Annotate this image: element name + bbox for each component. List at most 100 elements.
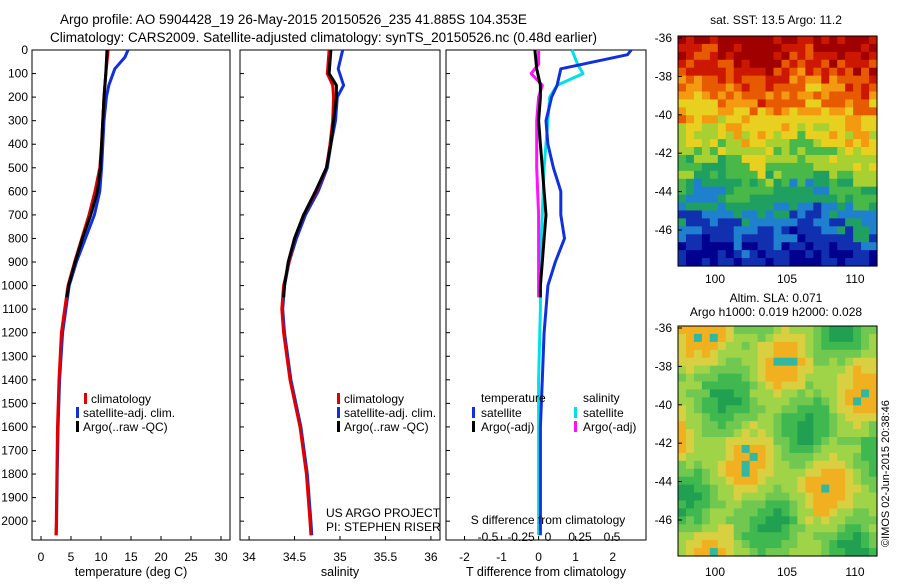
- sst-cell: [757, 131, 767, 140]
- sst-cell: [829, 162, 838, 172]
- sst-cell: [821, 162, 830, 172]
- sla-cell: [741, 429, 751, 438]
- sst-cell: [813, 258, 822, 267]
- argo-profile-line: [65, 49, 109, 298]
- sla-cell: [853, 349, 862, 359]
- sst-cell: [725, 91, 735, 101]
- sla-cell: [733, 468, 743, 478]
- sst-cell: [693, 194, 703, 204]
- sla-cell: [725, 397, 735, 406]
- sst-cell: [749, 210, 759, 220]
- sla-cell: [693, 500, 703, 510]
- sla-cell: [678, 341, 687, 351]
- sla-cell: [701, 341, 711, 351]
- sst-cell: [861, 210, 870, 220]
- sla-cell: [717, 548, 727, 557]
- sla-cell: [678, 333, 687, 343]
- sst-cell: [797, 115, 806, 124]
- sst-cell: [765, 67, 775, 77]
- sst-cell: [685, 194, 695, 204]
- s_argo-profile-line: [529, 50, 544, 298]
- sla-cell: [861, 413, 870, 422]
- sla-cell: [821, 405, 830, 414]
- sla-cell: [725, 357, 735, 367]
- salinity-legend: climatology satellite-adj. clim. Argo(..…: [337, 392, 436, 434]
- sst-cell: [693, 162, 703, 172]
- sst-cell: [717, 59, 727, 69]
- sst-cell: [693, 170, 703, 180]
- s-diff-tick-label: -0.25: [507, 530, 535, 544]
- sst-cell: [733, 258, 743, 267]
- sst-cell: [733, 115, 743, 124]
- sla-cell: [781, 484, 791, 494]
- sst-cell: [789, 218, 798, 227]
- sst-cell: [805, 67, 814, 77]
- sst-cell: [685, 226, 695, 235]
- sst-cell: [678, 258, 687, 267]
- argo-profile-line: [282, 49, 338, 298]
- sla-cell: [829, 548, 838, 557]
- sst-cell: [709, 202, 719, 212]
- sla-cell: [701, 429, 711, 438]
- sst-cell: [813, 154, 822, 164]
- sla-cell: [853, 540, 862, 549]
- sla-cell: [685, 357, 695, 367]
- sst-cell: [797, 67, 806, 77]
- sla-cell: [749, 500, 759, 510]
- sst-cell: [821, 178, 830, 188]
- sla-cell: [757, 548, 767, 557]
- sla-cell: [813, 516, 822, 525]
- sla-cell: [765, 548, 775, 557]
- sst-cell: [757, 91, 767, 101]
- sla-cell: [789, 492, 798, 502]
- sla-cell: [869, 468, 878, 478]
- sla-cell: [805, 349, 814, 359]
- sst-cell: [765, 226, 775, 235]
- sst-cell: [717, 131, 727, 140]
- sla-cell: [733, 389, 743, 398]
- sla-cell: [693, 532, 703, 541]
- sst-cell: [733, 99, 743, 108]
- sla-cell: [701, 421, 711, 430]
- sst-cell: [805, 154, 814, 164]
- sst-cell: [797, 139, 806, 148]
- sla-cell: [709, 524, 719, 533]
- sst-cell: [678, 210, 687, 220]
- sst-cell: [861, 258, 870, 267]
- sst-cell: [781, 147, 791, 156]
- sla-cell: [749, 333, 759, 343]
- sla-cell: [845, 413, 854, 422]
- sst-cell: [693, 67, 703, 77]
- sst-cell: [813, 83, 822, 93]
- sla-cell: [685, 341, 695, 351]
- sst-cell: [733, 178, 743, 188]
- sst-cell: [749, 115, 759, 124]
- sst-cell: [678, 242, 687, 251]
- sst-cell: [869, 258, 878, 267]
- sst-cell: [861, 147, 870, 156]
- sla-cell: [773, 444, 783, 454]
- sla-cell: [693, 540, 703, 549]
- sla-cell: [725, 524, 735, 533]
- sla-cell: [781, 492, 791, 502]
- legend-label-s-argo: Argo(-adj): [583, 420, 636, 434]
- sla-cell: [829, 413, 838, 422]
- sst-cell: [781, 202, 791, 212]
- sst-cell: [693, 131, 703, 140]
- sst-cell: [733, 107, 743, 116]
- sst-cell: [773, 59, 783, 69]
- sst-cell: [765, 123, 775, 132]
- sla-cell: [805, 476, 814, 486]
- sla-cell: [765, 492, 775, 502]
- sst-cell: [765, 186, 775, 196]
- sla-cell: [678, 429, 687, 438]
- sla-cell: [757, 508, 767, 517]
- sla-cell: [717, 349, 727, 359]
- sla-cell: [797, 326, 806, 335]
- sst-cell: [861, 99, 870, 108]
- sla-cell: [797, 365, 806, 375]
- sst-cell: [821, 154, 830, 164]
- sst-cell: [685, 115, 695, 124]
- sla-cell: [749, 452, 759, 462]
- sst-cell: [678, 218, 687, 227]
